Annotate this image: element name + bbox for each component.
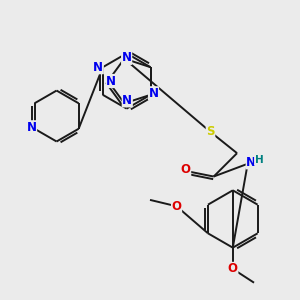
Text: N: N xyxy=(122,51,132,64)
Text: N: N xyxy=(93,61,103,74)
Text: H: H xyxy=(255,155,263,165)
Text: N: N xyxy=(148,87,158,100)
Text: N: N xyxy=(106,74,116,88)
Text: N: N xyxy=(27,121,37,134)
Text: S: S xyxy=(206,125,215,139)
Text: N: N xyxy=(122,94,132,107)
Text: N: N xyxy=(246,156,256,169)
Text: O: O xyxy=(172,200,182,213)
Text: O: O xyxy=(181,163,191,176)
Text: O: O xyxy=(228,262,238,275)
